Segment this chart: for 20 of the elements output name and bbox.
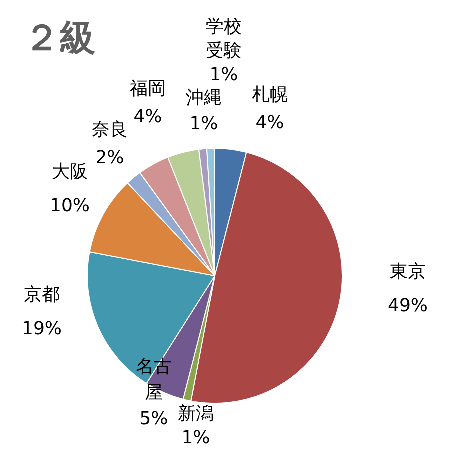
- data-label: 5%: [140, 408, 168, 430]
- slice-label: 京都: [24, 284, 60, 306]
- slice-label: 学校受験: [206, 16, 242, 62]
- data-label: 2%: [96, 148, 124, 169]
- slice-label: 沖縄: [186, 88, 222, 109]
- slice-label: 奈良: [92, 120, 128, 141]
- slice-label: 札幌: [252, 84, 288, 106]
- chart-title: ２級: [24, 17, 96, 61]
- data-label: 4%: [134, 106, 162, 128]
- slice-label: 福岡: [130, 78, 166, 100]
- slice-label: 東京: [390, 262, 426, 283]
- data-label: 1%: [210, 64, 238, 86]
- data-label: 1%: [190, 114, 218, 135]
- data-label: 10%: [50, 196, 90, 217]
- data-label: 4%: [256, 112, 284, 134]
- data-label: 1%: [182, 428, 210, 449]
- slice-label: 大阪: [52, 162, 88, 183]
- slice-label: 新潟: [178, 404, 214, 425]
- data-label: 19%: [22, 318, 62, 340]
- data-label: 49%: [388, 296, 428, 317]
